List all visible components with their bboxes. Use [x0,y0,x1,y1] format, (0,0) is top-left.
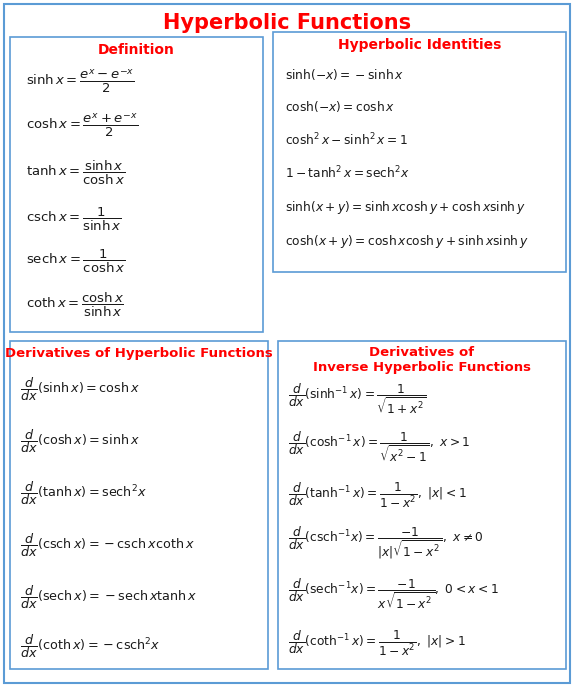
Text: $\dfrac{d}{dx}(\mathrm{csch}\, x) = -\mathrm{csch}\, x \coth x$: $\dfrac{d}{dx}(\mathrm{csch}\, x) = -\ma… [20,531,195,559]
FancyBboxPatch shape [4,4,570,683]
Text: $\coth x = \dfrac{\cosh x}{\sinh x}$: $\coth x = \dfrac{\cosh x}{\sinh x}$ [26,291,124,319]
FancyBboxPatch shape [278,341,566,669]
Text: $\dfrac{d}{dx}(\tanh^{-1} x) = \dfrac{1}{1 - x^2},\ |x| < 1$: $\dfrac{d}{dx}(\tanh^{-1} x) = \dfrac{1}… [288,480,467,510]
Text: Derivatives of: Derivatives of [370,346,475,359]
Text: $\mathrm{sech}\, x = \dfrac{1}{\cosh x}$: $\mathrm{sech}\, x = \dfrac{1}{\cosh x}$ [26,247,126,275]
Text: $\dfrac{d}{dx}(\cosh x) = \sinh x$: $\dfrac{d}{dx}(\cosh x) = \sinh x$ [20,427,140,455]
Text: $\dfrac{d}{dx}(\sinh^{-1} x) = \dfrac{1}{\sqrt{1 + x^2}}$: $\dfrac{d}{dx}(\sinh^{-1} x) = \dfrac{1}… [288,381,427,416]
Text: Definition: Definition [98,43,175,57]
Text: $\dfrac{d}{dx}(\mathrm{csch}^{-1} x) = \dfrac{-1}{|x|\sqrt{1 - x^2}},\ x \neq 0$: $\dfrac{d}{dx}(\mathrm{csch}^{-1} x) = \… [288,525,483,561]
Text: $\dfrac{d}{dx}(\mathrm{sech}^{-1} x) = \dfrac{-1}{x\sqrt{1 - x^2}},\ 0 < x < 1$: $\dfrac{d}{dx}(\mathrm{sech}^{-1} x) = \… [288,576,499,611]
Text: $\dfrac{d}{dx}(\coth^{-1} x) = \dfrac{1}{1 - x^2},\ |x| > 1$: $\dfrac{d}{dx}(\coth^{-1} x) = \dfrac{1}… [288,629,466,657]
Text: $\cosh x = \dfrac{e^{x} + e^{-x}}{2}$: $\cosh x = \dfrac{e^{x} + e^{-x}}{2}$ [26,111,138,139]
FancyBboxPatch shape [273,32,566,272]
Text: $1 - \tanh^2 x = \mathrm{sech}^2 x$: $1 - \tanh^2 x = \mathrm{sech}^2 x$ [285,165,410,181]
Text: $\dfrac{d}{dx}(\cosh^{-1} x) = \dfrac{1}{\sqrt{x^2 - 1}},\ x > 1$: $\dfrac{d}{dx}(\cosh^{-1} x) = \dfrac{1}… [288,429,471,464]
Text: $\dfrac{d}{dx}(\coth x) = -\mathrm{csch}^2 x$: $\dfrac{d}{dx}(\coth x) = -\mathrm{csch}… [20,632,161,660]
Text: $\sinh(-x) = -\sinh x$: $\sinh(-x) = -\sinh x$ [285,67,404,82]
Text: $\sinh x = \dfrac{e^{x} - e^{-x}}{2}$: $\sinh x = \dfrac{e^{x} - e^{-x}}{2}$ [26,67,135,95]
Text: Hyperbolic Identities: Hyperbolic Identities [338,38,501,52]
Text: $\dfrac{d}{dx}(\mathrm{sech}\, x) = -\mathrm{sech}\, x \tanh x$: $\dfrac{d}{dx}(\mathrm{sech}\, x) = -\ma… [20,583,197,611]
Text: $\dfrac{d}{dx}(\sinh x) = \cosh x$: $\dfrac{d}{dx}(\sinh x) = \cosh x$ [20,375,140,403]
Text: Hyperbolic Functions: Hyperbolic Functions [163,13,411,33]
FancyBboxPatch shape [10,37,263,332]
Text: $\tanh x = \dfrac{\sinh x}{\cosh x}$: $\tanh x = \dfrac{\sinh x}{\cosh x}$ [26,159,125,187]
Text: $\dfrac{d}{dx}(\tanh x) = \mathrm{sech}^2 x$: $\dfrac{d}{dx}(\tanh x) = \mathrm{sech}^… [20,479,147,507]
Text: $\cosh(-x) = \cosh x$: $\cosh(-x) = \cosh x$ [285,100,395,115]
FancyBboxPatch shape [10,341,268,669]
Text: $\cosh(x + y) = \cosh x \cosh y + \sinh x \sinh y$: $\cosh(x + y) = \cosh x \cosh y + \sinh … [285,234,529,251]
Text: Inverse Hyperbolic Functions: Inverse Hyperbolic Functions [313,361,531,374]
Text: $\sinh(x + y) = \sinh x \cosh y + \cosh x \sinh y$: $\sinh(x + y) = \sinh x \cosh y + \cosh … [285,199,526,216]
Text: Derivatives of Hyperbolic Functions: Derivatives of Hyperbolic Functions [5,348,273,361]
Text: $\cosh^2 x - \sinh^2 x = 1$: $\cosh^2 x - \sinh^2 x = 1$ [285,132,408,148]
Text: $\mathrm{csch}\, x = \dfrac{1}{\sinh x}$: $\mathrm{csch}\, x = \dfrac{1}{\sinh x}$ [26,205,122,233]
